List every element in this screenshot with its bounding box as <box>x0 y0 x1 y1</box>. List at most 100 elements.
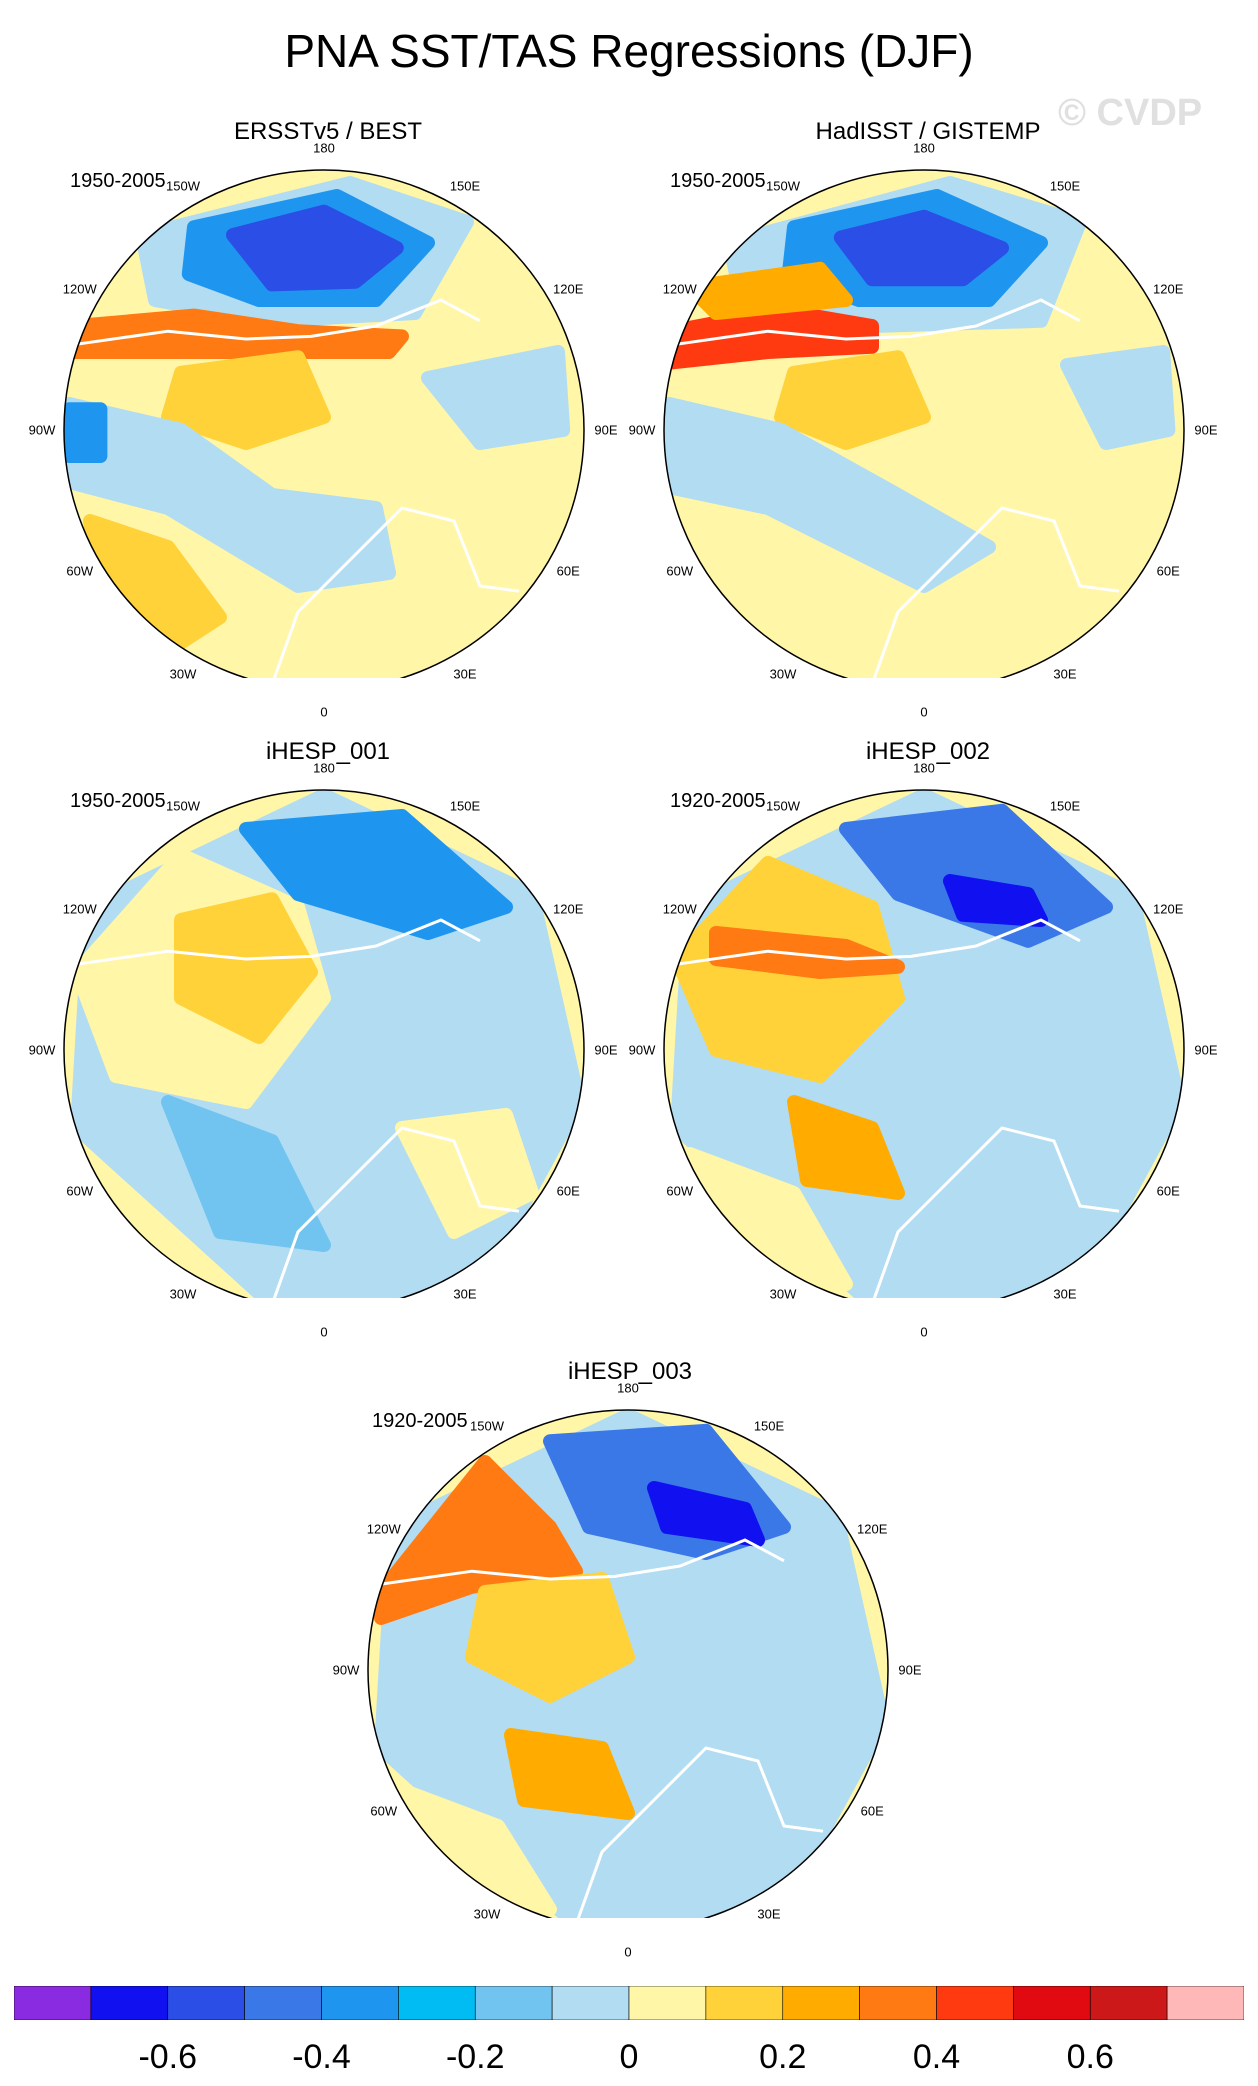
colorbar-swatch <box>551 1986 630 2020</box>
coastline <box>574 1746 824 1918</box>
longitude-label: 150E <box>753 1418 785 1434</box>
colorbar-swatch <box>14 1986 92 2020</box>
longitude-label: 120W <box>662 901 697 917</box>
longitude-label: 90W <box>628 1042 656 1058</box>
longitude-label: 120E <box>1153 281 1184 297</box>
anomaly-region-3 <box>174 892 318 1044</box>
colorbar-swatch <box>244 1986 322 2020</box>
longitude-label: 60W <box>666 563 694 579</box>
colorbar-swatch <box>859 1986 937 2020</box>
colorbar-swatch <box>90 1986 169 2020</box>
anomaly-region-7 <box>64 402 108 463</box>
longitude-label: 0 <box>920 1324 928 1340</box>
colorbar-swatch <box>1013 1986 1091 2020</box>
longitude-label: 90E <box>594 1042 618 1058</box>
longitude-label: 90W <box>628 422 656 438</box>
longitude-label: 60E <box>1156 1183 1180 1199</box>
anomaly-region-3 <box>226 204 404 292</box>
colorbar-swatch <box>321 1986 399 2020</box>
longitude-label: 120E <box>1153 901 1184 917</box>
map-panel-1: ERSSTv5 / BEST 1950-2005 180 150E 120E 90E 60E… <box>28 118 628 720</box>
longitude-label: 150W <box>766 178 800 194</box>
map-boundary <box>63 789 585 1298</box>
anomaly-region-6 <box>774 350 931 450</box>
panel-title: iHESP_001 <box>265 738 391 765</box>
longitude-label: 90E <box>1194 1042 1218 1058</box>
polar-map <box>367 1409 889 1918</box>
colorbar-label: 0 <box>619 2038 639 2076</box>
polar-map <box>63 789 585 1298</box>
polar-map <box>663 169 1185 678</box>
longitude-label: 120E <box>553 901 584 917</box>
longitude-label: 60E <box>860 1803 884 1819</box>
longitude-label: 60E <box>556 563 580 579</box>
panel-period: 1950-2005 <box>70 170 166 192</box>
longitude-label: 150E <box>1049 798 1081 814</box>
longitude-label: 180 <box>913 140 935 156</box>
coastline <box>76 298 481 346</box>
cvdp-watermark: © CVDP <box>1058 92 1203 134</box>
panel-title: iHESP_003 <box>567 1358 693 1385</box>
longitude-label: 30W <box>769 1286 797 1302</box>
longitude-label: 30E <box>1053 666 1077 682</box>
polar-map <box>63 169 585 678</box>
colorbar-swatch <box>782 1986 860 2020</box>
polar-map <box>663 789 1185 1298</box>
map-boundary <box>367 1409 889 1918</box>
longitude-label: 60W <box>666 1183 694 1199</box>
colorbar-swatch <box>167 1986 245 2020</box>
colorbar-swatch <box>1166 1986 1244 2020</box>
colorbar <box>14 1986 1244 2020</box>
longitude-label: 30E <box>1053 1286 1077 1302</box>
panel-title: HadISST / GISTEMP <box>815 118 1041 145</box>
anomaly-region-2 <box>374 1455 583 1625</box>
longitude-label: 150E <box>449 178 481 194</box>
longitude-label: 90E <box>594 422 618 438</box>
longitude-label: 120E <box>553 281 584 297</box>
longitude-label: 60E <box>556 1183 580 1199</box>
anomaly-region-4 <box>67 308 409 359</box>
figure-title: PNA SST/TAS Regressions (DJF) <box>284 25 974 77</box>
colorbar-label: -0.4 <box>292 2038 351 2076</box>
longitude-label: 30E <box>757 1906 781 1922</box>
coastline <box>270 506 520 678</box>
anomaly-region-5 <box>647 1481 765 1547</box>
anomaly-region-3 <box>833 209 1009 287</box>
coastline <box>76 918 481 966</box>
anomaly-region-5 <box>161 350 331 450</box>
coastline <box>870 1126 1120 1298</box>
map-panel-5: iHESP_003 1920-2005 180 150E 120E 90E 60E 30E 0 3… <box>330 1358 930 1960</box>
anomaly-region-5 <box>161 1095 331 1252</box>
longitude-label: 150W <box>470 1418 504 1434</box>
longitude-label: 90W <box>332 1662 360 1678</box>
longitude-label: 120W <box>366 1521 401 1537</box>
colorbar-swatch <box>628 1986 707 2020</box>
longitude-label: 150E <box>449 798 481 814</box>
colorbar-label: 0.2 <box>759 2038 807 2076</box>
panel-title: iHESP_002 <box>865 738 991 765</box>
longitude-label: 90W <box>28 1042 56 1058</box>
longitude-label: 150E <box>1049 178 1081 194</box>
map-boundary <box>63 169 585 678</box>
longitude-label: 30W <box>769 666 797 682</box>
anomaly-region-5 <box>683 261 853 320</box>
panel-title: ERSSTv5 / BEST <box>233 118 423 145</box>
longitude-label: 30W <box>473 1906 501 1922</box>
longitude-label: 30W <box>169 666 197 682</box>
coastline <box>870 506 1120 678</box>
longitude-label: 0 <box>624 1944 632 1960</box>
colorbar-swatch <box>474 1986 553 2020</box>
anomaly-region-4 <box>239 809 513 940</box>
longitude-label: 180 <box>913 760 935 776</box>
longitude-label: 120W <box>662 281 697 297</box>
longitude-label: 30E <box>453 666 477 682</box>
longitude-label: 120E <box>857 1521 888 1537</box>
map-boundary <box>663 169 1185 678</box>
colorbar-swatch <box>398 1986 476 2020</box>
panel-period: 1920-2005 <box>372 1410 468 1432</box>
longitude-label: 60W <box>370 1803 398 1819</box>
longitude-label: 120W <box>62 901 97 917</box>
longitude-label: 90E <box>1194 422 1218 438</box>
longitude-label: 0 <box>320 704 328 720</box>
longitude-label: 150W <box>166 178 200 194</box>
